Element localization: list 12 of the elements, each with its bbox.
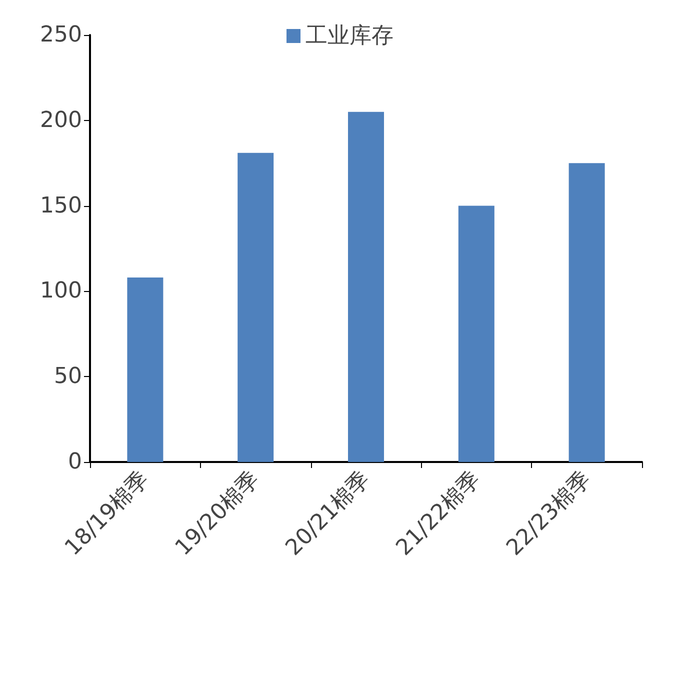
legend-label: 工业库存 [306,24,394,48]
y-tick-label: 150 [40,193,82,218]
bar [348,112,384,462]
y-tick-label: 200 [40,108,82,133]
bar [238,152,274,462]
y-tick-label: 250 [40,22,82,48]
bar [568,163,605,462]
y-tick-label: 0 [68,450,82,474]
y-tick-label: 50 [54,364,82,390]
bar [458,206,494,462]
y-tick-label: 100 [40,278,82,304]
bar [127,278,164,462]
